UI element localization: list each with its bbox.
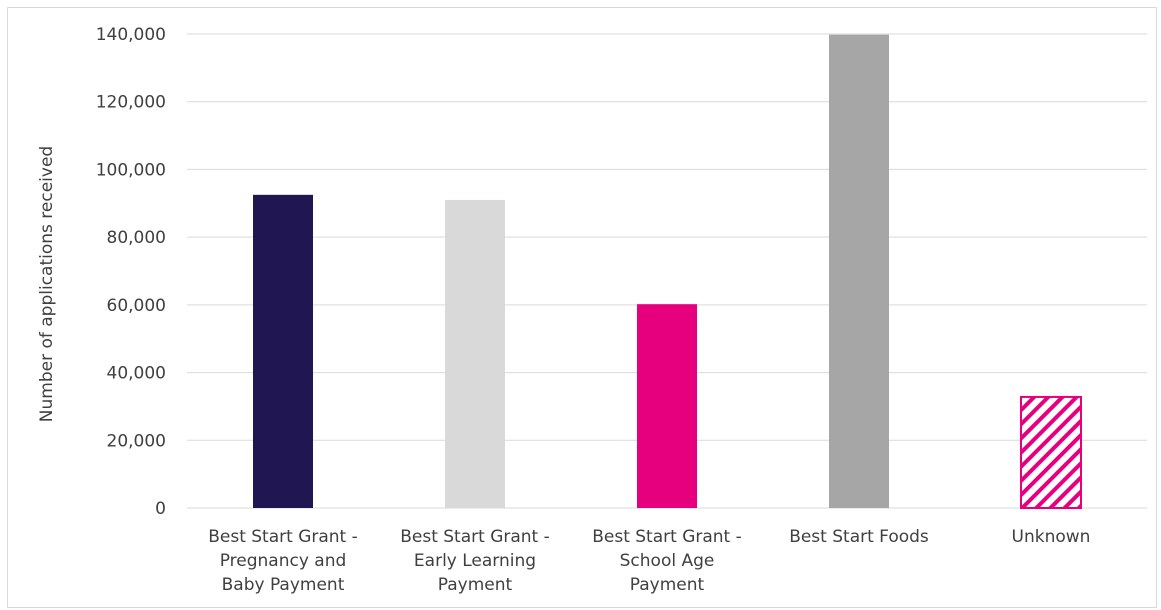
y-tick-label: 60,000	[107, 296, 166, 316]
x-category-label: Unknown	[1012, 527, 1091, 547]
y-tick-label: 40,000	[107, 364, 166, 384]
x-category-label: Pregnancy and	[220, 551, 347, 571]
bar	[1020, 395, 1082, 510]
y-tick-label: 20,000	[107, 431, 166, 451]
bar	[637, 304, 697, 508]
bar	[445, 199, 505, 508]
bar	[253, 194, 313, 509]
x-category-label: Payment	[630, 575, 705, 595]
bar	[829, 34, 889, 508]
bars	[253, 34, 1082, 510]
x-category-label: Best Start Grant -	[592, 527, 742, 547]
x-category-label: Best Start Grant -	[400, 527, 550, 547]
y-tick-label: 80,000	[107, 228, 166, 248]
x-category-label: School Age	[620, 551, 715, 571]
x-axis-categories: Best Start Grant - Pregnancy and Baby Paym…	[208, 527, 1090, 595]
y-axis-label: Number of applications received	[37, 146, 57, 422]
x-category-label: Best Start Grant -	[208, 527, 358, 547]
x-category-label: Best Start Foods	[789, 527, 929, 547]
gridlines	[187, 33, 1147, 509]
y-tick-label: 0	[155, 499, 166, 519]
y-tick-label: 140,000	[96, 25, 166, 45]
y-tick-label: 100,000	[96, 160, 166, 180]
x-category-label: Early Learning	[414, 551, 536, 571]
x-category-label: Payment	[438, 575, 513, 595]
y-axis-ticks: 0 20,000 40,000 60,000 80,000 100,000 120,000 1…	[96, 25, 166, 519]
y-tick-label: 120,000	[96, 93, 166, 113]
x-category-label: Baby Payment	[222, 575, 345, 595]
